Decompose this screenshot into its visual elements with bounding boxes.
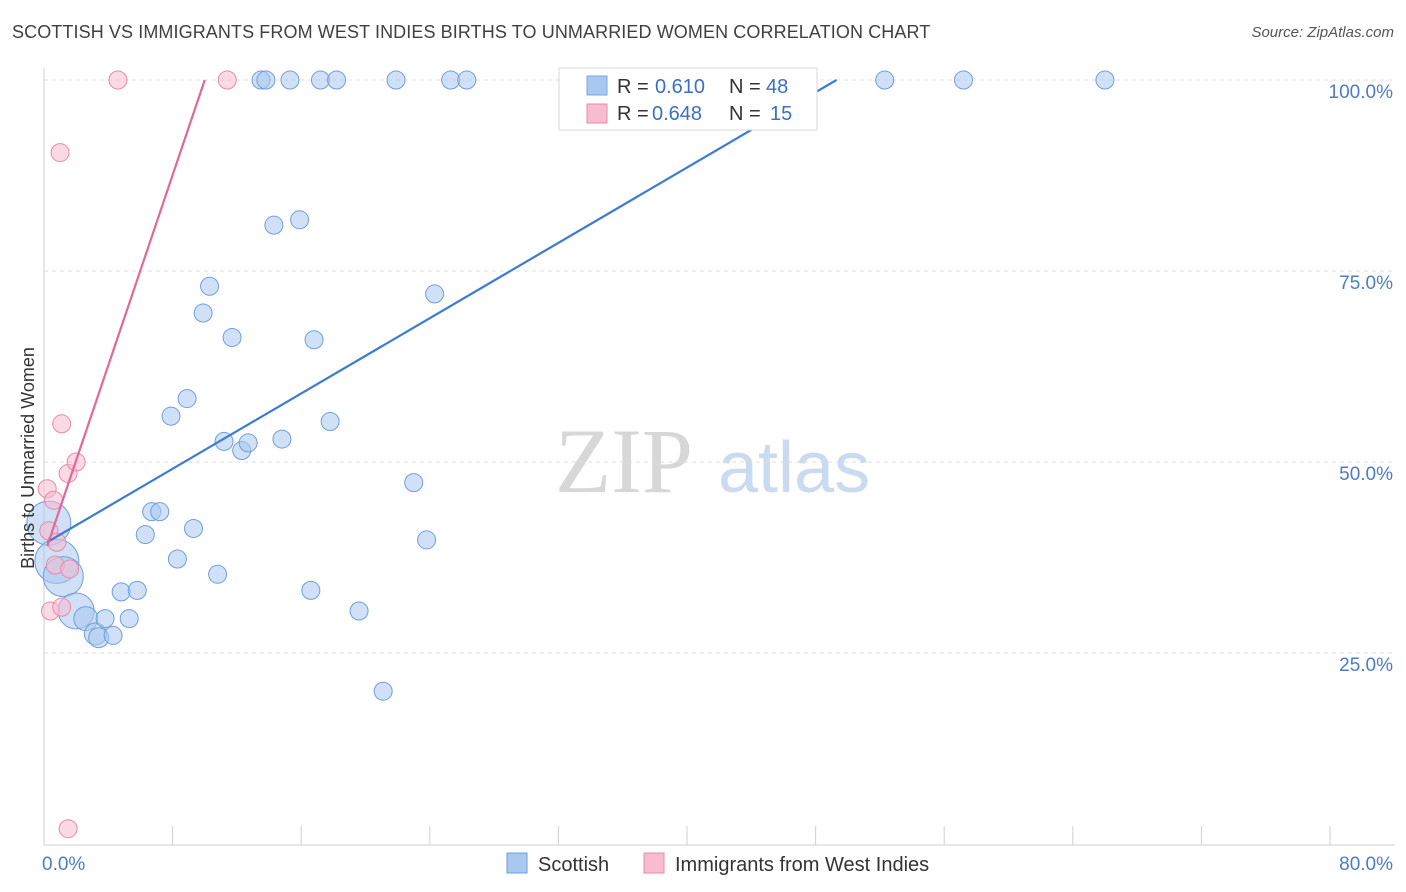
scottish-point — [373, 681, 393, 701]
axes — [43, 68, 1395, 846]
scottish-point — [222, 327, 242, 347]
chart-source: Source: ZipAtlas.com — [1251, 24, 1394, 41]
legend-label-west-indies: Immigrants from West Indies — [675, 854, 929, 876]
scottish-point — [256, 70, 276, 90]
scottish-point — [1095, 70, 1115, 90]
legend-r-value: 0.610 — [655, 76, 705, 98]
legend-n-label: N = — [729, 103, 761, 125]
watermark: ZIP atlas — [555, 410, 870, 512]
scottish-point — [327, 70, 347, 90]
scottish-point — [320, 412, 340, 432]
scottish-point — [272, 429, 292, 449]
scottish-point — [200, 276, 220, 296]
legend-n-label: N = — [729, 76, 761, 98]
scottish-point — [135, 525, 155, 545]
west-indies-trend-line — [46, 79, 206, 547]
y-tick-label: 25.0% — [1339, 655, 1393, 676]
x-tick-label: 0.0% — [42, 854, 85, 875]
data-points — [26, 70, 1115, 839]
scottish-trend-line — [46, 79, 838, 544]
west-indies-point — [217, 70, 237, 90]
legend-swatch-scottish — [586, 75, 608, 96]
scottish-point — [111, 582, 131, 602]
legend-n-value: 15 — [770, 103, 792, 125]
scottish-point — [177, 389, 197, 409]
legend-n-value: 48 — [766, 76, 788, 98]
legend-r-label: R = — [617, 103, 649, 125]
scottish-point — [119, 609, 139, 629]
west-indies-point — [58, 819, 78, 839]
west-indies-point — [60, 559, 80, 579]
y-tick-label: 50.0% — [1339, 464, 1393, 485]
scottish-point — [127, 580, 147, 600]
legend-swatch-west-indies — [586, 103, 608, 124]
west-indies-point — [108, 70, 128, 90]
series-legend: Scottish Immigrants from West Indies — [506, 852, 929, 876]
scottish-point — [304, 330, 324, 350]
watermark-zip: ZIP — [555, 410, 693, 512]
correlation-legend: R = 0.610 N = 48 R = 0.648 N = 15 — [558, 67, 818, 131]
scottish-point — [264, 215, 284, 235]
y-tick-label: 75.0% — [1339, 273, 1393, 294]
scottish-point — [417, 530, 437, 550]
scottish-point — [425, 284, 445, 304]
y-axis-label: Births to Unmarried Women — [18, 347, 38, 569]
scottish-point — [103, 625, 123, 645]
scottish-point — [167, 549, 187, 569]
scottish-point — [280, 70, 300, 90]
legend-label-scottish: Scottish — [538, 854, 609, 876]
scottish-point — [457, 70, 477, 90]
west-indies-point — [52, 414, 72, 434]
scottish-point — [95, 609, 115, 629]
chart-title: SCOTTISH VS IMMIGRANTS FROM WEST INDIES … — [12, 22, 931, 42]
scottish-point — [161, 406, 181, 426]
west-indies-point — [52, 597, 72, 617]
x-tick-label: 80.0% — [1339, 854, 1393, 875]
scottish-point — [290, 210, 310, 230]
scottish-point — [183, 518, 203, 538]
scottish-point — [150, 502, 170, 522]
scottish-point — [953, 70, 973, 90]
legend-swatch-west-indies — [643, 852, 665, 874]
watermark-atlas: atlas — [718, 428, 870, 508]
legend-r-value: 0.648 — [652, 103, 702, 125]
tick-labels: 100.0% 75.0% 50.0% 25.0% 0.0% 80.0% — [42, 82, 1393, 875]
scottish-point — [301, 580, 321, 600]
scottish-point — [404, 473, 424, 493]
scottish-point — [193, 303, 213, 323]
scottish-point — [349, 601, 369, 621]
west-indies-point — [50, 143, 70, 163]
scottish-point — [441, 70, 461, 90]
legend-r-label: R = — [617, 76, 649, 98]
legend-swatch-scottish — [506, 852, 528, 874]
y-tick-label: 100.0% — [1329, 82, 1394, 103]
scottish-point — [238, 433, 258, 453]
trend-lines — [46, 79, 838, 547]
gridlines — [44, 79, 1395, 654]
scottish-point — [208, 564, 228, 584]
scottish-point — [386, 70, 406, 90]
scottish-point — [875, 70, 895, 90]
scottish-point — [310, 70, 330, 90]
